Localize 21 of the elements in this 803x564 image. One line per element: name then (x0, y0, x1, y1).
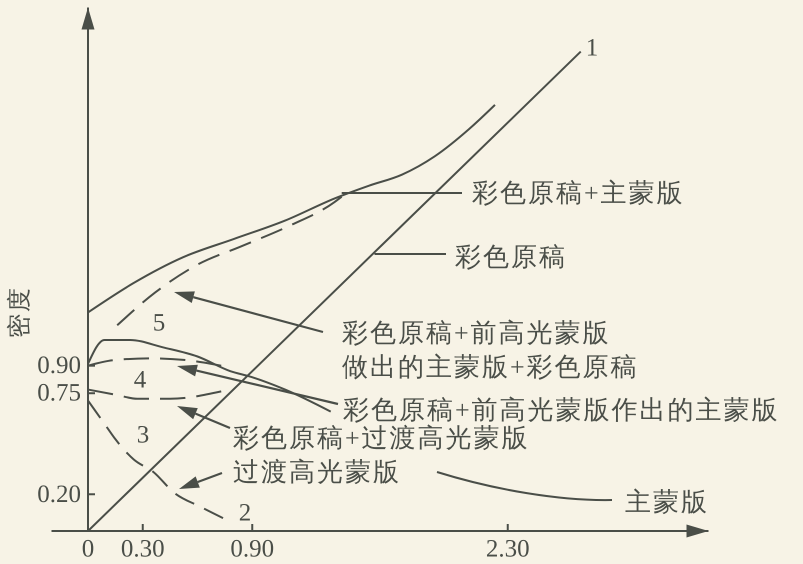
y-tick-label: 0.75 (37, 380, 81, 407)
annotation: 彩色原稿+前高光蒙版 (342, 318, 611, 348)
annotation: 1 (586, 34, 598, 62)
annotation: 彩色原稿+过渡高光蒙版 (233, 424, 530, 452)
annotation: 彩色原稿+前高光蒙版作出的主蒙版 (343, 396, 780, 424)
annotation: 3 (136, 422, 150, 448)
annotation: 主蒙版 (625, 488, 709, 516)
annotation: 过渡高光蒙版 (233, 458, 401, 486)
x-tick-label: 2.30 (486, 536, 530, 562)
annotation: 做出的主蒙版+彩色原稿 (342, 352, 639, 382)
annotation: 彩色原稿 (455, 242, 567, 272)
annotation: 2 (238, 500, 252, 526)
y-tick-label: 0.90 (37, 352, 81, 380)
annotation: 彩色原稿+主蒙版 (472, 178, 685, 208)
annotation: 4 (134, 366, 147, 394)
x-tick-label: 0.90 (230, 536, 274, 562)
annotation: 5 (152, 310, 166, 336)
x-tick-label: 0.30 (120, 536, 165, 562)
x-tick-label: 0 (82, 536, 94, 562)
y-axis-title: 密度 (6, 286, 33, 338)
y-tick-label: 0.20 (37, 480, 81, 508)
